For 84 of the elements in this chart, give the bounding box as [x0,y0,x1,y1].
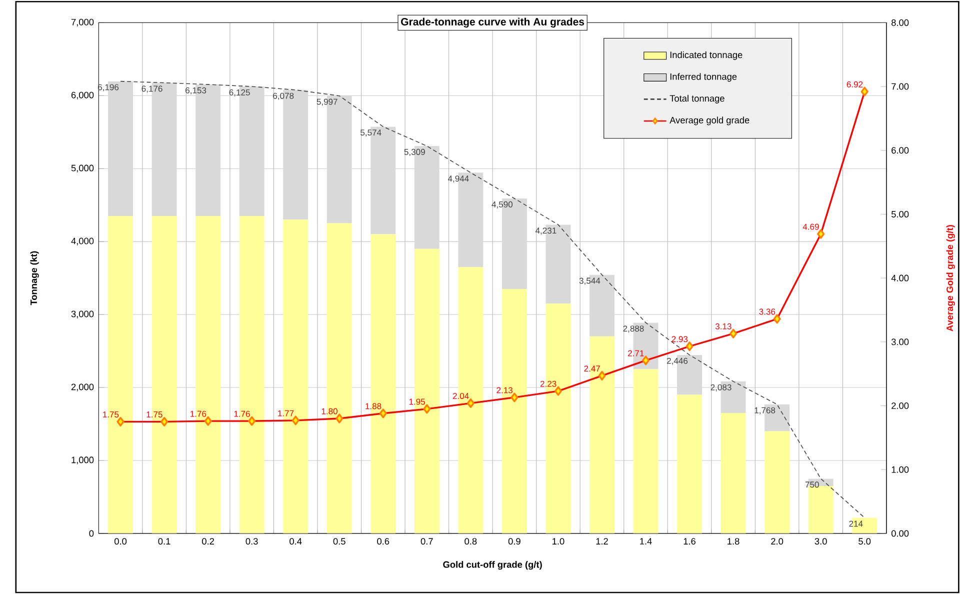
bar [764,431,790,534]
data-label: 1.75 [146,412,162,418]
data-label: 6,078 [273,92,294,100]
data-label: 2.04 [452,393,469,400]
x-tick-label: 1.0 [552,538,564,545]
data-label: 3.36 [759,308,776,315]
data-label: 4.69 [802,224,819,230]
data-label: 1.75 [102,412,119,418]
x-tick-label: 5.0 [858,538,871,545]
bar [720,413,746,534]
y2-tick-label: 2.00 [892,402,909,410]
data-label: 5,309 [404,149,425,156]
y2-tick-label: 0.00 [891,530,909,537]
data-label: 4,590 [492,201,513,209]
y-tick-label: 4,000 [71,238,94,246]
data-label: 1,768 [754,407,776,414]
y-tick-label: 3,000 [71,310,94,318]
data-label: 6,153 [186,87,206,94]
bar [677,394,702,534]
x-tick-label: 0.4 [290,538,302,545]
y-tick-label: 5,000 [71,164,94,172]
y2-tick-label: 8.00 [892,19,909,26]
data-label: 1.88 [366,403,382,410]
x-tick-label: 2.0 [771,538,784,545]
legend-label: Total tonnage [670,94,724,104]
y-tick-label: 6,000 [71,92,94,100]
x-tick-label: 1.4 [640,538,652,544]
data-label: 2.71 [628,350,644,356]
data-label: 3.13 [715,323,732,330]
y-axis-title: Tonnage (kt) [30,251,39,306]
x-tick-label: 0.9 [508,538,520,545]
data-label: 6,125 [229,89,250,97]
data-label: 2.23 [540,380,556,387]
line-series [120,80,865,518]
x-tick-label: 0.2 [202,538,214,545]
data-label: 750 [805,482,819,488]
legend-label: Indicated tonnage [670,51,742,60]
data-label: 5,997 [316,98,338,106]
data-label: 1.76 [190,410,206,417]
bar [633,369,658,534]
x-tick-label: 0.8 [464,538,477,545]
y2-tick-label: 7.00 [892,83,909,90]
x-tick-label: 0.6 [377,538,390,545]
data-label: 4,944 [448,176,469,183]
x-tick-label: 1.8 [728,538,740,545]
data-label: 1.95 [409,398,425,405]
x-tick-label: 0.0 [114,538,127,545]
data-label: 1.80 [322,408,338,414]
y-tick-label: 7,000 [71,18,94,27]
x-tick-label: 3.0 [814,538,827,545]
y2-tick-label: 1.00 [892,466,909,473]
data-label: 1.77 [278,410,294,416]
x-axis-title: Gold cut-off grade (g/t) [443,561,542,570]
y2-axis-title: Average Gold grade (g/t) [946,225,955,332]
data-label: 5,574 [360,130,382,137]
y-tick-label: 2,000 [71,384,94,392]
data-label: 6.92 [846,81,863,88]
y2-tick-label: 6.00 [892,147,909,154]
x-tick-label: 0.7 [420,538,433,545]
x-tick-label: 0.3 [246,538,258,545]
data-label: 3,544 [579,278,600,285]
data-label: 2.47 [584,366,600,372]
data-label: 2.93 [672,336,688,342]
data-label: 2,446 [667,358,688,365]
x-tick-label: 0.5 [333,538,346,545]
chart-title: Grade-tonnage curve with Au grades [401,18,584,28]
x-tick-label: 1.6 [684,538,696,545]
x-tick-label: 1.2 [596,538,608,545]
data-label: 4,231 [535,228,556,235]
y-tick-label: 1,000 [72,456,94,464]
y-tick-label: 0 [89,530,94,537]
data-label: 6,176 [142,86,162,93]
data-label: 2,888 [623,326,644,333]
legend-label: Inferred tonnage [670,73,737,82]
y2-tick-label: 5.00 [891,211,909,218]
y2-tick-label: 4.00 [891,274,909,282]
data-label: 2,083 [710,384,732,392]
bar [808,486,834,534]
legend-label: Average gold grade [670,116,750,126]
data-label: 1.76 [234,410,250,417]
data-label: 2.13 [496,387,512,394]
data-label: 214 [849,520,863,527]
x-tick-label: 0.1 [158,538,170,545]
y2-tick-label: 3.00 [891,338,909,346]
